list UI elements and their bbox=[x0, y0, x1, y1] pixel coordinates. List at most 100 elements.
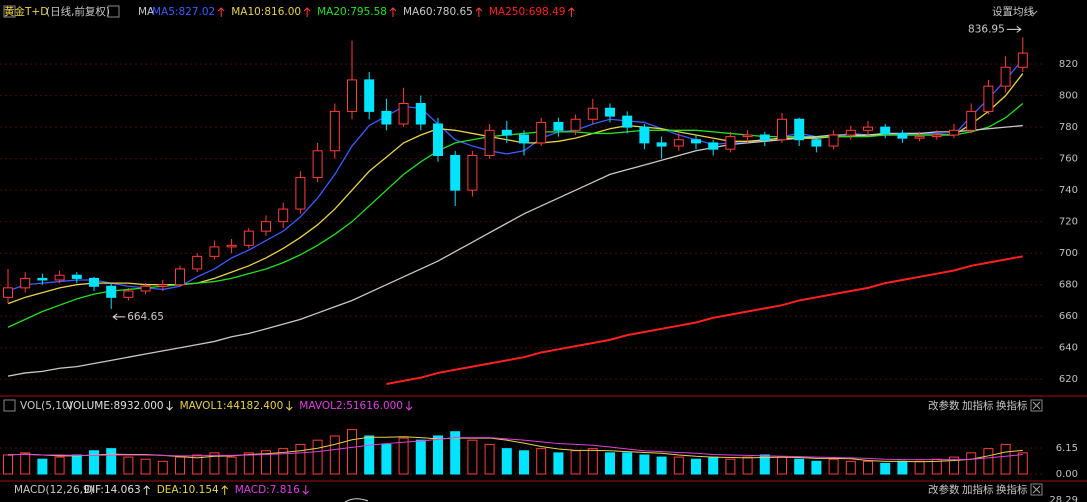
chart-title: 黄金T+D bbox=[4, 5, 48, 18]
y-tick-label: 720 bbox=[1059, 217, 1078, 228]
y-tick-label: 28.29 bbox=[1049, 495, 1078, 502]
price-annotation: 836.95 bbox=[968, 23, 1005, 35]
volume-bar bbox=[381, 443, 392, 475]
volume-bar bbox=[966, 452, 977, 475]
volume-bar bbox=[1017, 452, 1028, 475]
volume-bar bbox=[501, 448, 512, 475]
candle-body bbox=[845, 129, 856, 136]
volume-bar bbox=[983, 448, 994, 475]
volume-bar bbox=[742, 456, 753, 475]
candle-body bbox=[398, 103, 409, 125]
trend-arrow bbox=[475, 7, 483, 17]
candle-body bbox=[1000, 66, 1011, 87]
candle-body bbox=[983, 85, 994, 112]
candle-body bbox=[519, 134, 529, 144]
volume-bar bbox=[553, 452, 564, 475]
chart-subtitle: (日线,前复权) bbox=[46, 5, 110, 18]
ma-line bbox=[386, 255, 1023, 385]
volume-bar bbox=[3, 454, 13, 475]
help-icon[interactable] bbox=[3, 5, 16, 18]
volume-bar bbox=[37, 458, 48, 475]
close-button[interactable] bbox=[1030, 483, 1043, 496]
ma-line bbox=[7, 73, 1024, 305]
candle-body bbox=[880, 126, 891, 134]
candle-body bbox=[605, 107, 615, 117]
panel-button[interactable]: 换指标 bbox=[996, 399, 1028, 412]
trend-arrow bbox=[303, 7, 311, 17]
candle-body bbox=[794, 118, 805, 141]
candle-body bbox=[553, 121, 564, 131]
volume-bar bbox=[415, 439, 426, 475]
candle-body bbox=[639, 126, 650, 144]
trend-arrow bbox=[221, 485, 229, 495]
volume-bar bbox=[89, 450, 99, 475]
candle-body bbox=[931, 134, 942, 138]
y-tick-label: 740 bbox=[1059, 185, 1078, 196]
legend-entry: VOLUME:8932.000 bbox=[66, 400, 164, 412]
volume-bar bbox=[192, 454, 203, 475]
candle-body bbox=[484, 129, 495, 157]
y-tick-label: 760 bbox=[1059, 154, 1078, 165]
candle-body bbox=[914, 136, 925, 139]
volume-bar bbox=[226, 456, 237, 475]
candle-body bbox=[3, 287, 13, 298]
settings-button[interactable]: 设置均线 bbox=[992, 5, 1034, 18]
volume-bar bbox=[295, 443, 306, 475]
macd-peek bbox=[344, 498, 369, 502]
candle-body bbox=[278, 208, 289, 223]
help-icon[interactable] bbox=[3, 399, 16, 412]
volume-bar bbox=[175, 456, 185, 475]
volume-bar bbox=[398, 437, 409, 475]
dropdown-arrow bbox=[1030, 10, 1038, 15]
volume-bar bbox=[828, 458, 839, 475]
trend-arrow bbox=[302, 485, 310, 495]
volume-bar bbox=[708, 456, 719, 475]
volume-bar bbox=[639, 454, 650, 475]
candle-body bbox=[467, 155, 478, 191]
close-button[interactable] bbox=[1030, 399, 1043, 412]
candle-body bbox=[777, 118, 787, 141]
volume-bar bbox=[123, 456, 134, 475]
trend-arrow bbox=[285, 401, 293, 411]
legend-entry: DEA:10.154 bbox=[157, 484, 219, 496]
annotation-arrow bbox=[1006, 26, 1022, 33]
candle-body bbox=[364, 79, 375, 112]
legend-entry: MA60:780.65 bbox=[403, 6, 473, 18]
candle-body bbox=[20, 277, 31, 289]
volume-bar bbox=[140, 458, 151, 475]
y-tick-label: 800 bbox=[1059, 91, 1078, 102]
ma-label: MA bbox=[138, 6, 155, 18]
panel-button[interactable]: 改参数 bbox=[928, 399, 960, 412]
legend-entry: MAVOL2:51616.000 bbox=[299, 400, 403, 412]
volume-bar bbox=[880, 462, 891, 475]
legend-entry: MA250:698.49 bbox=[489, 6, 566, 18]
candle-body bbox=[450, 155, 461, 191]
candle-body bbox=[192, 255, 203, 270]
volume-bar bbox=[622, 452, 633, 475]
candle-body bbox=[966, 110, 977, 131]
trend-arrow bbox=[217, 7, 225, 17]
volume-bar bbox=[777, 456, 787, 475]
panel-button[interactable]: 改参数 bbox=[928, 483, 960, 496]
annotation-arrow bbox=[112, 313, 126, 321]
candle-body bbox=[295, 177, 306, 210]
volume-bar bbox=[312, 439, 323, 475]
panel-title: MACD(12,26,9) bbox=[14, 484, 94, 496]
candle-body bbox=[1017, 52, 1028, 68]
volume-bar bbox=[450, 431, 461, 475]
legend-entry: MA5:827.02 bbox=[152, 6, 215, 18]
panel-button[interactable]: 换指标 bbox=[996, 483, 1028, 496]
candle-body bbox=[71, 274, 82, 279]
trend-arrow bbox=[389, 7, 397, 17]
trend-arrow bbox=[568, 7, 575, 17]
help-icon[interactable] bbox=[107, 5, 120, 18]
candle-body bbox=[347, 79, 357, 112]
panel-button[interactable]: 加指标 bbox=[962, 399, 994, 412]
volume-ma-line bbox=[7, 436, 1023, 463]
volume-bar bbox=[536, 448, 547, 475]
panel-button[interactable]: 加指标 bbox=[962, 483, 994, 496]
candle-body bbox=[536, 121, 547, 144]
volume-bar bbox=[106, 448, 117, 475]
volume-bar bbox=[209, 452, 220, 475]
